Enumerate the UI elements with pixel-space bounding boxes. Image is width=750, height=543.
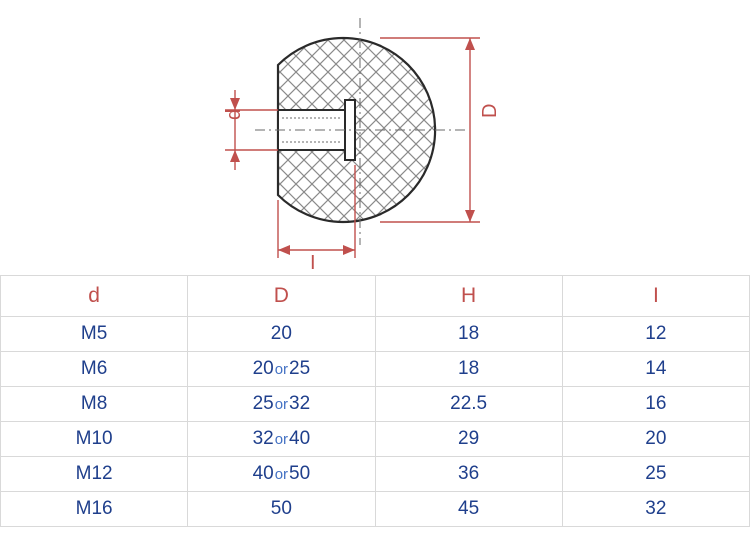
col-header-D: D (188, 276, 375, 317)
cell-I: 14 (562, 352, 749, 387)
or-text: or (274, 431, 289, 448)
cell-D: 20or25 (188, 352, 375, 387)
cell-d: M5 (1, 317, 188, 352)
diagram-area: D I d (0, 0, 750, 275)
col-header-I: I (562, 276, 749, 317)
cell-d: M16 (1, 492, 188, 527)
cell-H: 18 (375, 317, 562, 352)
table-row: M1240or503625 (1, 457, 750, 492)
spec-table-area: d D H I M5201812M620or251814M825or3222.5… (0, 275, 750, 527)
table-row: M16504532 (1, 492, 750, 527)
cell-H: 18 (375, 352, 562, 387)
cell-D: 20 (188, 317, 375, 352)
col-header-H: H (375, 276, 562, 317)
or-text: or (274, 396, 289, 413)
dim-label-D: D (479, 104, 502, 118)
table-row: M825or3222.516 (1, 387, 750, 422)
cell-D: 50 (188, 492, 375, 527)
cell-I: 16 (562, 387, 749, 422)
knob-diagram (0, 0, 750, 275)
cell-H: 22.5 (375, 387, 562, 422)
dim-label-I: I (310, 252, 316, 275)
cell-I: 25 (562, 457, 749, 492)
cell-I: 12 (562, 317, 749, 352)
or-text: or (274, 361, 289, 378)
cell-H: 29 (375, 422, 562, 457)
cell-d: M12 (1, 457, 188, 492)
cell-D: 25or32 (188, 387, 375, 422)
cell-d: M6 (1, 352, 188, 387)
cell-I: 20 (562, 422, 749, 457)
table-row: M5201812 (1, 317, 750, 352)
cell-d: M10 (1, 422, 188, 457)
cell-d: M8 (1, 387, 188, 422)
table-row: M620or251814 (1, 352, 750, 387)
dim-label-d: d (223, 109, 246, 120)
table-row: M1032or402920 (1, 422, 750, 457)
table-header-row: d D H I (1, 276, 750, 317)
or-text: or (274, 466, 289, 483)
cell-H: 45 (375, 492, 562, 527)
cell-H: 36 (375, 457, 562, 492)
cell-D: 40or50 (188, 457, 375, 492)
col-header-d: d (1, 276, 188, 317)
cell-I: 32 (562, 492, 749, 527)
spec-table: d D H I M5201812M620or251814M825or3222.5… (0, 275, 750, 527)
cell-D: 32or40 (188, 422, 375, 457)
